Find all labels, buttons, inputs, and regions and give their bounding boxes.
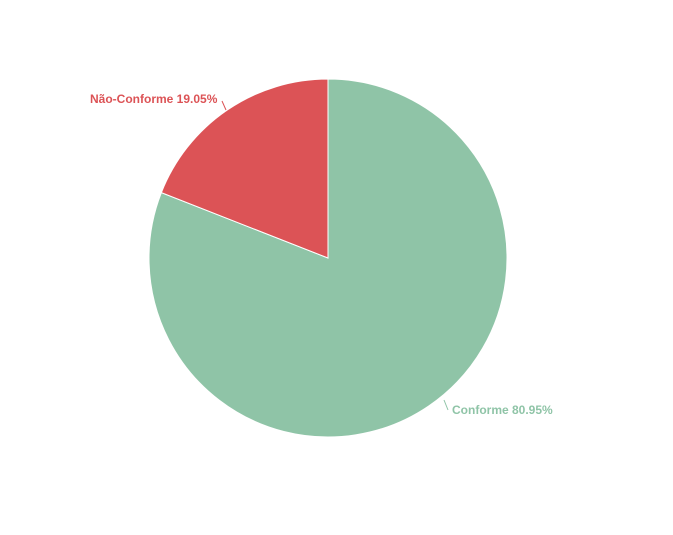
- leader-line-conforme: [443, 399, 449, 411]
- leader-line-nao-conforme: [221, 100, 227, 111]
- pie-slices: [148, 78, 508, 438]
- slice-labels: Conforme 80.95% Não-Conforme 19.05%: [90, 92, 553, 417]
- pie-slice-conforme[interactable]: [148, 78, 508, 438]
- slice-label-nao-conforme: Não-Conforme 19.05%: [90, 92, 218, 106]
- pie-slice-nao-conforme[interactable]: [160, 78, 329, 259]
- slice-label-conforme: Conforme 80.95%: [452, 403, 553, 417]
- label-leader-lines: [221, 100, 449, 411]
